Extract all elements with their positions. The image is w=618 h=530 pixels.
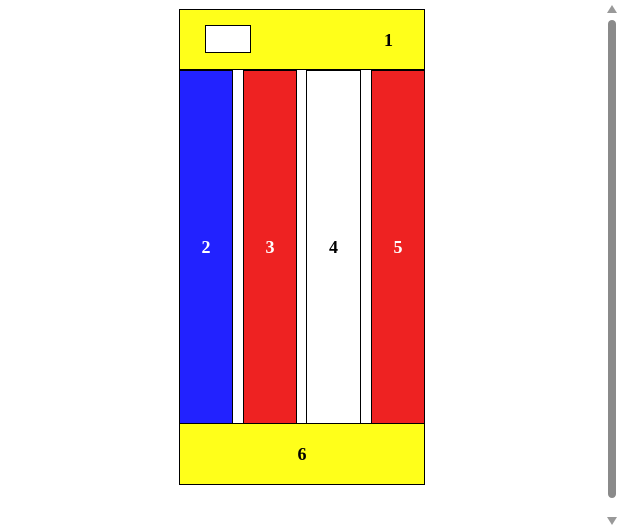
scroll-down-arrow-icon[interactable] [607, 517, 617, 525]
header-logo-box [205, 25, 251, 53]
column-2-number: 2 [201, 236, 211, 257]
footer-region: 6 [179, 423, 425, 485]
column-3: 3 [243, 70, 297, 424]
column-5-number: 5 [393, 236, 403, 257]
header-number: 1 [384, 30, 393, 50]
column-4-number: 4 [329, 236, 338, 257]
column-5: 5 [371, 70, 425, 424]
column-3-number: 3 [265, 236, 275, 257]
vertical-scrollbar[interactable] [604, 0, 618, 530]
page-layout: 1 2 3 4 5 6 [179, 9, 425, 485]
scrollbar-thumb[interactable] [608, 20, 616, 498]
column-4: 4 [306, 70, 361, 424]
header-region: 1 [179, 9, 425, 70]
footer-number: 6 [297, 443, 307, 464]
column-2: 2 [179, 70, 233, 424]
scroll-up-arrow-icon[interactable] [607, 5, 617, 13]
